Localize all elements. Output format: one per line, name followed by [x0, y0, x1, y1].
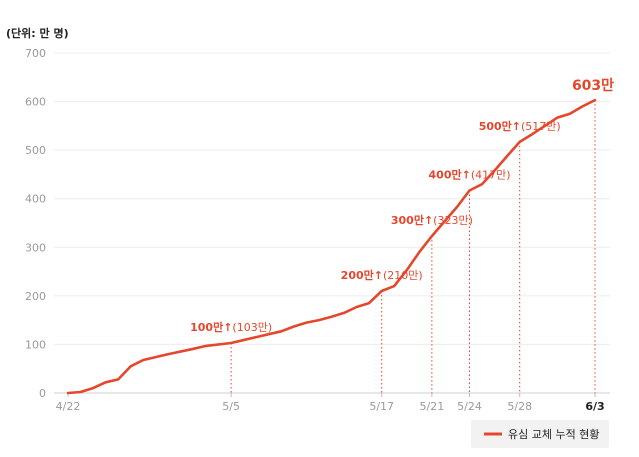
x-tick-label: 5/21: [420, 400, 445, 413]
milestone-guides: [230, 100, 596, 393]
milestone-label: 300만↑(323만): [391, 213, 473, 227]
x-tick-label: 6/3: [585, 400, 604, 413]
end-value-label: 603만: [572, 78, 614, 94]
y-tick-label: 0: [39, 387, 46, 400]
gridlines: [54, 52, 610, 394]
y-tick-label: 300: [25, 241, 46, 254]
milestone-label: 100만↑(103만): [190, 320, 272, 334]
y-tick-label: 100: [25, 338, 46, 351]
unit-label: (단위: 만 명): [6, 26, 69, 40]
x-tick-label: 5/17: [369, 400, 394, 413]
milestone-label: 400만↑(417만): [429, 167, 511, 181]
x-tick-label: 5/24: [457, 400, 482, 413]
y-axis: 0 100 200 300 400 500 600 700: [25, 47, 46, 400]
legend: 유심 교체 누적 현황: [471, 420, 609, 448]
series-line-path: [66, 98, 597, 395]
y-tick-label: 400: [25, 193, 46, 206]
x-axis: 4/22 5/5 5/17 5/21 5/24 5/28 6/3: [56, 393, 605, 413]
y-tick-label: 700: [25, 47, 46, 60]
x-tick-label: 5/5: [222, 400, 240, 413]
milestone-label: 500만↑(517만): [479, 119, 561, 133]
milestone-annotations: 100만↑(103만) 200만↑(210만) 300만↑(323만) 400만↑(4…: [190, 78, 614, 334]
milestone-label: 200만↑(210만): [341, 268, 423, 282]
legend-label: 유심 교체 누적 현황: [508, 428, 599, 441]
x-tick-label: 4/22: [56, 400, 81, 413]
y-tick-label: 500: [25, 144, 46, 157]
legend-background: [471, 420, 609, 448]
y-tick-label: 200: [25, 290, 46, 303]
x-tick-label: 5/28: [507, 400, 532, 413]
series-line: [66, 98, 597, 395]
y-tick-label: 600: [25, 96, 46, 109]
